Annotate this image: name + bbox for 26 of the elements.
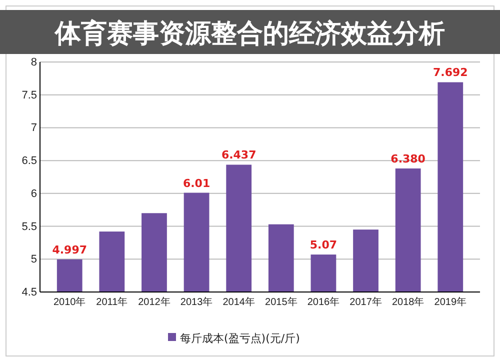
legend-label: 每斤成本(盈亏点)(元/斤)	[180, 332, 300, 345]
data-label: 5.07	[310, 238, 338, 252]
data-label: 6.01	[182, 176, 210, 190]
y-tick-label: 6.5	[22, 155, 37, 168]
y-tick-label: 5	[30, 254, 37, 266]
data-label: 6.380	[390, 152, 426, 166]
x-tick-label: 2014年	[222, 296, 255, 308]
y-tick-label: 4.5	[22, 286, 37, 299]
x-tick-label: 2013年	[180, 296, 213, 308]
x-tick-label: 2016年	[307, 296, 340, 308]
x-tick-label: 2019年	[434, 296, 467, 308]
chart-title: 体育赛事资源整合的经济效益分析	[54, 18, 445, 49]
y-tick-label: 6	[30, 188, 37, 200]
data-label: 6.437	[221, 148, 256, 162]
x-tick-label: 2010年	[53, 296, 86, 308]
data-label: 4.997	[52, 243, 88, 256]
x-tick-label: 2018年	[392, 296, 424, 308]
x-tick-label: 2015年	[265, 296, 298, 308]
data-label: 7.692	[432, 66, 468, 80]
y-tick-label: 7	[30, 122, 37, 134]
x-tick-label: 2012年	[138, 296, 170, 308]
x-tick-label: 2017年	[350, 296, 382, 308]
y-tick-label: 7.5	[22, 89, 37, 102]
x-tick-label: 2011年	[96, 296, 128, 308]
y-tick-label: 8	[30, 56, 37, 69]
y-tick-label: 5.5	[22, 220, 37, 233]
